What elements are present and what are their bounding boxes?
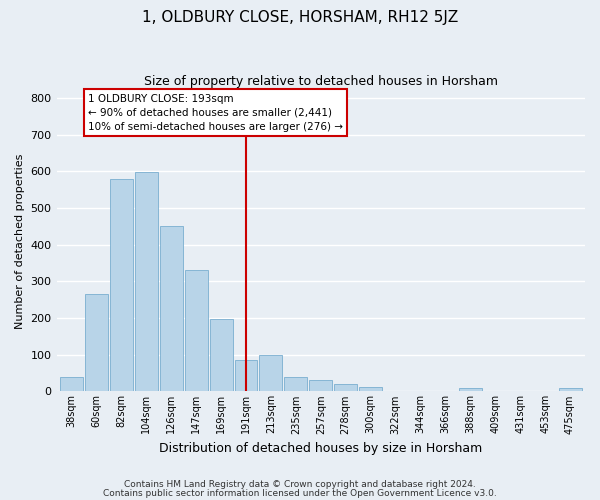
Bar: [85, 294, 108, 392]
Bar: [559, 388, 581, 392]
Text: 1 OLDBURY CLOSE: 193sqm
← 90% of detached houses are smaller (2,441)
10% of semi: 1 OLDBURY CLOSE: 193sqm ← 90% of detache…: [88, 94, 343, 132]
Text: Contains HM Land Registry data © Crown copyright and database right 2024.: Contains HM Land Registry data © Crown c…: [124, 480, 476, 489]
Y-axis label: Number of detached properties: Number of detached properties: [15, 154, 25, 328]
Bar: [259, 354, 283, 392]
Bar: [135, 172, 158, 392]
Bar: [60, 376, 83, 392]
Bar: [359, 387, 382, 392]
Bar: [459, 388, 482, 392]
Bar: [209, 318, 233, 392]
Bar: [185, 270, 208, 392]
Bar: [310, 380, 332, 392]
Title: Size of property relative to detached houses in Horsham: Size of property relative to detached ho…: [144, 75, 498, 88]
Bar: [334, 384, 357, 392]
X-axis label: Distribution of detached houses by size in Horsham: Distribution of detached houses by size …: [159, 442, 482, 455]
Bar: [235, 360, 257, 392]
Text: 1, OLDBURY CLOSE, HORSHAM, RH12 5JZ: 1, OLDBURY CLOSE, HORSHAM, RH12 5JZ: [142, 10, 458, 25]
Text: Contains public sector information licensed under the Open Government Licence v3: Contains public sector information licen…: [103, 488, 497, 498]
Bar: [110, 178, 133, 392]
Bar: [284, 378, 307, 392]
Bar: [160, 226, 182, 392]
